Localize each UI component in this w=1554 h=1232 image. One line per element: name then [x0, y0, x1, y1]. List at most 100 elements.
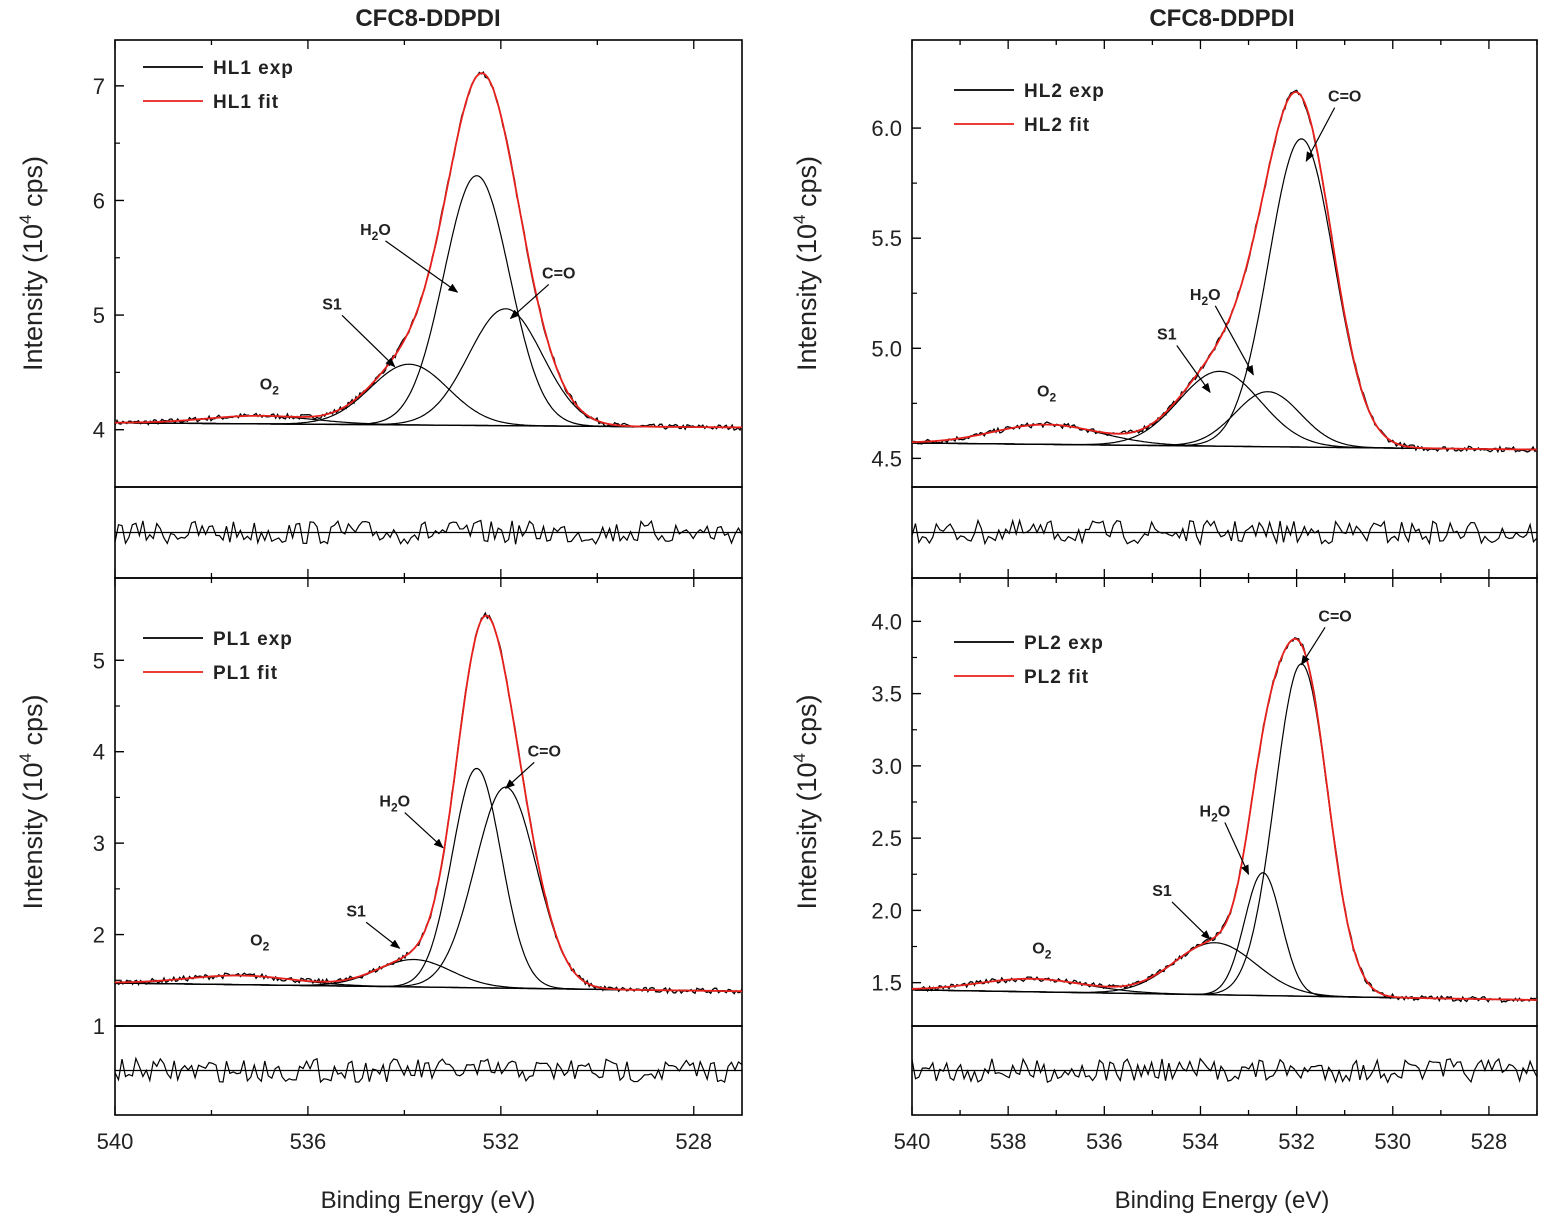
pl2-annotation-label: C=O: [1318, 608, 1351, 625]
hl2-annotation-label: C=O: [1328, 89, 1361, 106]
pl1-ytick-label: 1: [93, 1014, 105, 1039]
pl1-annotation-arrow: [404, 812, 444, 849]
pl1-annotation-label: C=O: [528, 743, 561, 760]
hl1-annotation-text: S1: [322, 296, 342, 313]
pl1-annotation-arrow: [504, 761, 535, 789]
pl2-annotation-arrow: [1224, 822, 1250, 876]
pl1-annotation-label: S1: [346, 903, 366, 920]
hl1-annotation-arrow: [509, 283, 550, 320]
hl1-legend-label: HL1 fit: [213, 92, 279, 113]
right-x-axis-label: Binding Energy (eV): [1115, 1187, 1330, 1214]
pl1-annotation-text: O: [250, 933, 262, 950]
pl1-xtick-label: 528: [675, 1129, 712, 1154]
pl2-annotation-sub: 2: [1211, 810, 1218, 824]
right-column-title: CFC8-DDPDI: [1149, 5, 1294, 32]
pl2-annotation-label: S1: [1152, 883, 1172, 900]
hl1-fit-line: [115, 72, 742, 429]
hl1-experimental-line: [114, 70, 743, 432]
pl1-legend-label: PL1 fit: [213, 663, 278, 684]
pl2-component-h2o: [912, 872, 1537, 1001]
pl1-annotation-arrow: [365, 921, 401, 949]
pl1-y-axis-label-unit: cps): [18, 694, 48, 753]
hl2-annotation-arrow: [1214, 305, 1254, 376]
hl1-y-axis-label-exp: 4: [16, 214, 35, 223]
pl2-y-axis-label: Intensity (104 cps): [790, 694, 822, 909]
pl1-annotation-label: H2O: [379, 794, 410, 815]
pl2-ytick-label: 1.5: [871, 971, 902, 996]
pl2-ytick-label: 3.0: [871, 754, 902, 779]
hl1-y-axis-label-main: Intensity (10: [18, 224, 48, 371]
pl2-ytick-label: 3.5: [871, 682, 902, 707]
hl1-annotation-post: O: [378, 222, 390, 239]
pl2-annotation-text: O: [1032, 941, 1044, 958]
pl1-annotation-label: O2: [250, 933, 269, 954]
hl1-annotation-arrow: [341, 314, 396, 368]
hl1-ytick-label: 7: [93, 74, 105, 99]
pl2-annotation-sub: 2: [1045, 948, 1052, 962]
pl1-residual-line: [114, 1056, 743, 1084]
hl1-ytick-label: 4: [93, 418, 105, 443]
hl2-y-axis-label: Intensity (104 cps): [790, 156, 822, 371]
hl1-ytick-label: 6: [93, 188, 105, 213]
pl2-xtick-label: 534: [1182, 1129, 1219, 1154]
pl1-experimental-line: [114, 611, 743, 995]
pl2-annotation-label: O2: [1032, 941, 1051, 962]
hl2-annotation-text: C=O: [1328, 89, 1361, 106]
pl2-y-axis-label-unit: cps): [792, 694, 822, 753]
pl2-annotation-arrow: [1171, 901, 1211, 940]
pl1-y-axis-label-exp: 4: [16, 753, 35, 762]
pl2-fit-line: [911, 637, 1537, 1001]
pl1-annotation-post: O: [398, 794, 410, 811]
hl1-annotation-sub: 2: [372, 229, 379, 243]
pl1-ytick-label: 4: [93, 740, 105, 765]
hl2-y-axis-label-main: Intensity (10: [792, 224, 822, 371]
hl2-annotation-sub: 2: [1049, 391, 1056, 405]
pl1-annotation-sub: 2: [391, 801, 398, 815]
pl2-legend-label: PL2 exp: [1024, 633, 1104, 654]
hl1-y-axis-label-unit: cps): [18, 156, 48, 215]
pl2-xtick-label: 536: [1086, 1129, 1123, 1154]
pl2-residual-line: [911, 1057, 1538, 1084]
pl2-plot-frame: [911, 577, 1538, 1027]
hl2-annotation-text: H: [1190, 287, 1202, 304]
hl1-component-h2o: [115, 175, 742, 428]
hl1-annotation-label: C=O: [542, 265, 575, 282]
hl2-annotation-label: H2O: [1190, 287, 1221, 308]
hl2-ytick-label: 6.0: [871, 116, 902, 141]
pl1-legend-label: PL1 exp: [213, 629, 293, 650]
hl2-ytick-label: 5.0: [871, 336, 902, 361]
pl1-annotation-sub: 2: [263, 940, 270, 954]
pl2-annotation-text: C=O: [1318, 608, 1351, 625]
hl2-chart: 4.5 5.0 5.5 6.0 Intensity (104 cps) HL2 exp HL…: [790, 39, 1538, 579]
hl1-annotation-label: O2: [260, 377, 279, 398]
hl2-y-axis-label-exp: 4: [790, 214, 809, 223]
pl1-ytick-label: 5: [93, 648, 105, 673]
hl1-annotation-arrow: [385, 240, 459, 293]
hl2-component-h2o: [912, 391, 1538, 451]
pl2-legend-label: PL2 fit: [1024, 667, 1089, 688]
pl2-annotation-text: H: [1200, 803, 1212, 820]
pl2-annotation-text: S1: [1152, 883, 1172, 900]
hl2-annotation-label: S1: [1157, 326, 1177, 343]
pl1-component-co: [114, 786, 743, 992]
pl2-xtick-label: 538: [990, 1129, 1027, 1154]
hl2-component-s1: [912, 370, 1538, 451]
pl2-xtick-label: 540: [894, 1129, 931, 1154]
pl1-xtick-label: 532: [482, 1129, 519, 1154]
hl2-ytick-label: 4.5: [871, 446, 902, 471]
pl1-y-axis-label-main: Intensity (10: [18, 762, 48, 909]
pl1-ytick-label: 3: [93, 831, 105, 856]
pl2-annotation-post: O: [1218, 803, 1230, 820]
pl2-ytick-label: 4.0: [871, 609, 902, 634]
pl1-ytick-label: 2: [93, 923, 105, 948]
pl2-xtick-label: 528: [1471, 1129, 1508, 1154]
pl2-ytick-label: 2.0: [871, 898, 902, 923]
pl2-component-co: [912, 663, 1537, 1001]
left-x-axis-label: Binding Energy (eV): [321, 1187, 536, 1214]
hl2-ytick-label: 5.5: [871, 226, 902, 251]
hl2-experimental-line: [911, 89, 1538, 454]
hl2-component-co: [912, 138, 1538, 451]
hl2-legend-label: HL2 exp: [1024, 81, 1105, 102]
